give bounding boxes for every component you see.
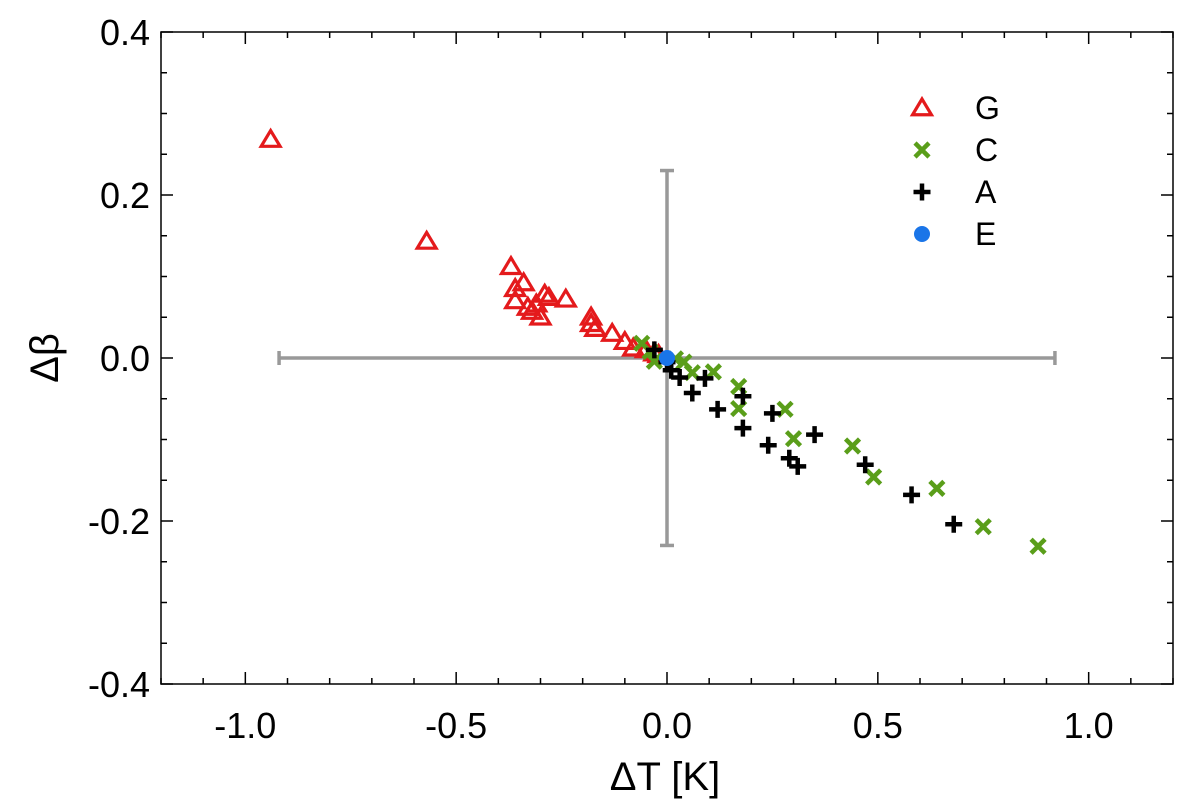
point-a: [856, 456, 874, 474]
point-a: [683, 384, 701, 402]
point-g: [498, 254, 524, 276]
legend-marker-e: [914, 226, 930, 242]
point-e: [659, 350, 675, 366]
legend-label-a: A: [975, 174, 997, 210]
point-g: [599, 321, 625, 342]
point-a: [696, 369, 714, 387]
legend-marker-c: [913, 141, 931, 159]
point-g: [583, 316, 608, 338]
point-c: [865, 468, 883, 486]
y-tick-label: -0.4: [88, 664, 150, 705]
x-tick-label: 0.5: [853, 705, 903, 746]
legend-marker-a: [913, 183, 931, 201]
point-a: [806, 426, 824, 444]
point-a: [709, 400, 727, 418]
point-a: [780, 449, 798, 467]
y-tick-label: 0.4: [100, 12, 150, 53]
x-axis-label: ΔT [K]: [610, 755, 720, 799]
point-a: [945, 515, 963, 533]
series-g: [258, 127, 671, 364]
x-tick-label: 1.0: [1064, 705, 1114, 746]
legend-item-g: G: [909, 90, 1000, 126]
y-axis-label: Δβ: [23, 333, 67, 383]
y-tick-label: 0.2: [100, 175, 150, 216]
legend-label-g: G: [975, 90, 1000, 126]
data-points: [258, 127, 1047, 555]
x-tick-labels: -1.0 -0.5 0.0 0.5 1.0: [214, 705, 1113, 746]
point-g: [511, 270, 536, 292]
point-g: [502, 288, 528, 310]
point-g: [553, 287, 579, 308]
point-g: [528, 305, 553, 326]
legend-item-a: A: [913, 174, 997, 210]
point-c: [843, 437, 862, 455]
y-tick-label: -0.2: [88, 501, 150, 542]
point-g: [414, 229, 439, 250]
point-g: [502, 276, 528, 298]
point-c: [974, 518, 992, 536]
point-g: [532, 282, 557, 303]
point-g: [612, 329, 638, 351]
point-g: [258, 127, 283, 148]
point-a: [759, 436, 777, 454]
axis-ticks: [160, 31, 1174, 685]
point-a: [903, 486, 921, 504]
point-c: [645, 352, 663, 370]
x-tick-label: 0.0: [642, 705, 692, 746]
point-a: [645, 341, 663, 359]
legend-item-e: E: [914, 216, 996, 252]
series-e: [659, 350, 675, 366]
point-a: [671, 369, 689, 387]
point-c: [1029, 537, 1047, 555]
point-a: [734, 387, 752, 405]
legend-label-c: C: [975, 132, 998, 168]
series-c: [633, 334, 1047, 555]
x-tick-label: -1.0: [214, 705, 276, 746]
legend-item-c: C: [913, 132, 998, 168]
point-c: [928, 479, 946, 497]
point-g: [536, 285, 562, 307]
legend-marker-g: [909, 95, 935, 117]
y-tick-label: 0.0: [100, 338, 150, 379]
series-a: [645, 341, 963, 533]
x-tick-label: -0.5: [425, 705, 487, 746]
legend-label-e: E: [975, 216, 996, 252]
y-tick-labels: -0.4 -0.2 0.0 0.2 0.4: [88, 12, 150, 705]
point-a: [763, 404, 781, 422]
point-c: [784, 430, 803, 448]
point-a: [789, 457, 807, 475]
point-a: [734, 419, 752, 437]
